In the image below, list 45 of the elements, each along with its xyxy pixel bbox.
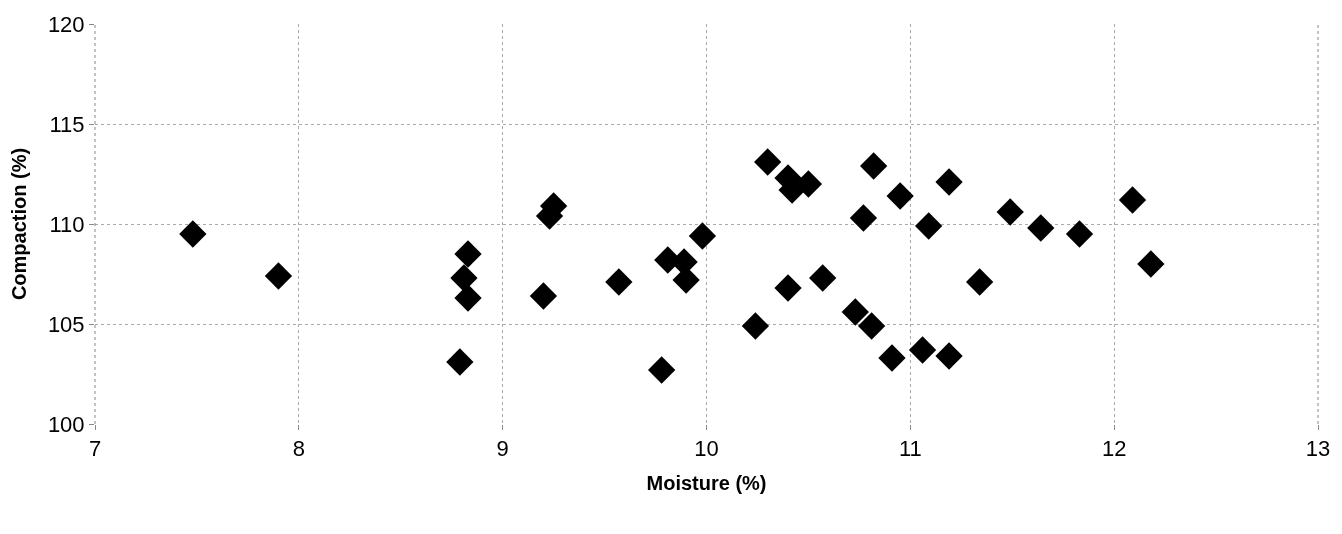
point	[915, 212, 943, 240]
x-tick-label: 10	[694, 436, 719, 462]
point	[965, 268, 994, 296]
point	[454, 240, 482, 268]
point	[450, 264, 478, 292]
point	[446, 348, 474, 376]
point	[809, 264, 837, 292]
point	[741, 312, 770, 340]
point	[859, 152, 888, 180]
point	[605, 268, 633, 296]
point	[996, 198, 1024, 226]
point	[841, 298, 869, 326]
point	[688, 222, 717, 250]
x-tick-label: 7	[88, 436, 102, 462]
point	[754, 148, 782, 176]
point	[886, 182, 914, 210]
point	[264, 262, 293, 290]
x-tick-label: 11	[898, 436, 922, 462]
y-tick-label: 105	[47, 311, 85, 337]
point	[857, 312, 886, 340]
point	[1027, 214, 1055, 242]
y-tick-label: 110	[49, 211, 85, 237]
point	[179, 220, 207, 248]
point	[935, 342, 963, 370]
point	[648, 356, 676, 384]
y-tick-label: 115	[49, 111, 85, 137]
point	[1065, 220, 1094, 248]
point	[454, 284, 482, 312]
point	[1137, 250, 1165, 278]
y-tick-label: 100	[47, 411, 85, 437]
point	[935, 168, 963, 196]
x-axis-title: Moisture (%)	[646, 471, 767, 494]
point	[849, 204, 878, 232]
point	[1118, 186, 1147, 214]
x-tick-label: 13	[1305, 436, 1331, 462]
x-tick-label: 8	[292, 436, 305, 462]
point	[774, 274, 802, 302]
x-tick-label: 9	[496, 436, 509, 462]
point	[908, 336, 937, 364]
point	[878, 344, 906, 372]
point	[529, 282, 558, 310]
point	[794, 170, 823, 198]
x-tick-label: 12	[1101, 436, 1127, 462]
y-tick-label: 120	[47, 11, 85, 37]
y-axis-title: Compaction (%)	[8, 147, 31, 301]
